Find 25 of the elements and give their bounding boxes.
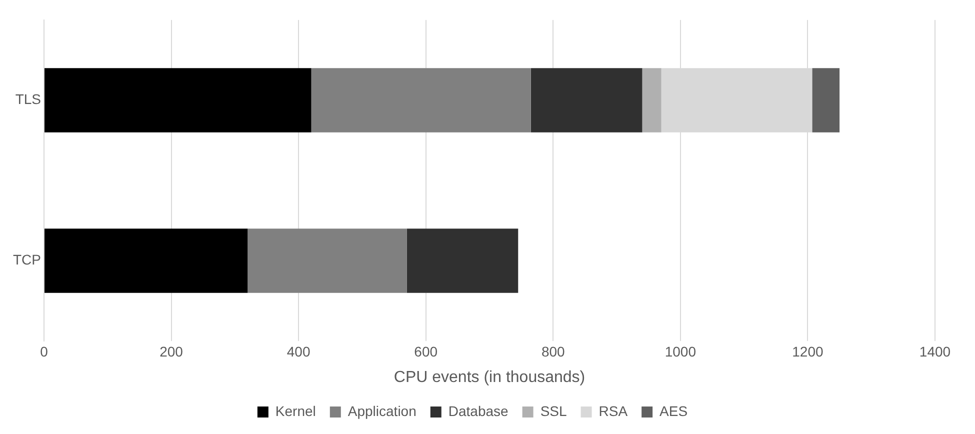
- y-tick-label: TLS: [15, 91, 41, 108]
- legend-label: SSL: [540, 402, 567, 419]
- bar: [311, 68, 531, 132]
- legend-label: Application: [348, 402, 416, 419]
- bar: [248, 228, 407, 293]
- legend-label: AES: [660, 402, 688, 419]
- x-tick-label: 1200: [792, 343, 824, 360]
- bar: [44, 228, 248, 293]
- legend-label: Database: [448, 402, 509, 419]
- bar: [530, 68, 642, 132]
- bar: [406, 228, 518, 293]
- x-tick-label: 800: [541, 343, 566, 360]
- x-tick-label: 1000: [664, 343, 696, 360]
- bar: [642, 68, 662, 132]
- x-tick-label: 200: [160, 343, 184, 360]
- legend-label: Kernel: [275, 402, 316, 419]
- x-axis-title: CPU events (in thousands): [394, 368, 586, 386]
- bar: [44, 68, 312, 132]
- bar: [812, 68, 840, 132]
- legend-label: RSA: [598, 402, 628, 419]
- x-tick-label: 600: [414, 343, 438, 360]
- y-tick-label: TCP: [13, 252, 41, 268]
- x-tick-label: 400: [286, 343, 310, 360]
- x-tick-label: 0: [40, 343, 48, 360]
- x-tick-label: 1400: [919, 343, 951, 360]
